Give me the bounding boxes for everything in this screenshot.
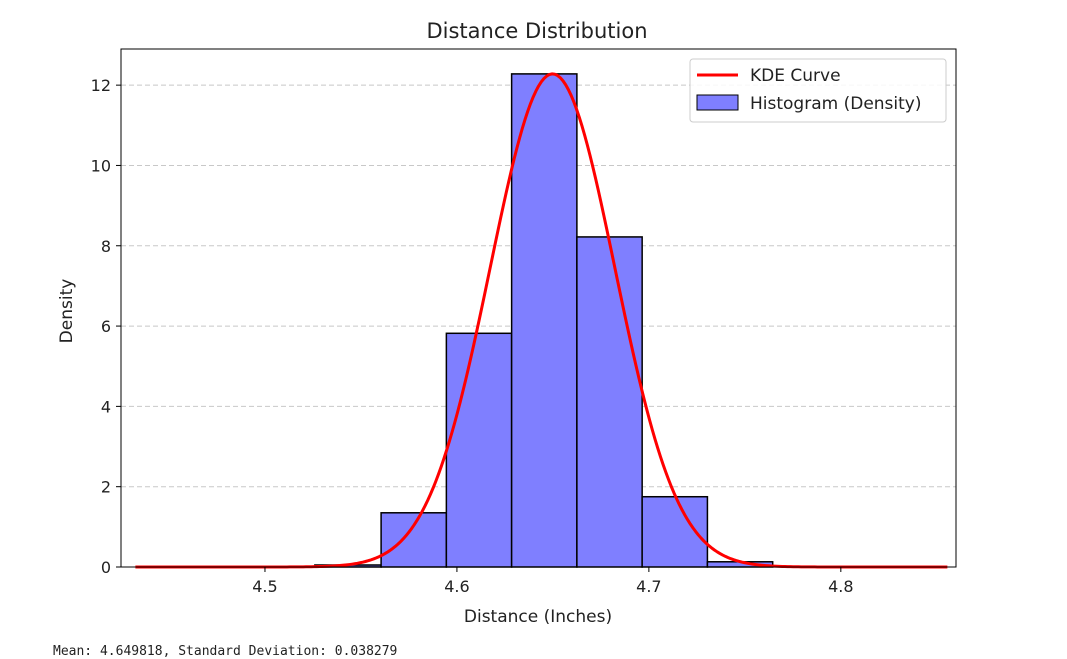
y-tick-label: 10 [91,156,111,175]
y-tick-label: 8 [101,237,111,256]
chart-title: Distance Distribution [426,19,647,43]
legend-histogram-label: Histogram (Density) [750,94,922,114]
y-tick-label: 12 [91,76,111,95]
legend-kde-label: KDE Curve [750,66,841,86]
x-axis-label: Distance (Inches) [464,607,612,627]
y-axis-label: Density [57,279,77,344]
histogram-bar [445,332,513,568]
y-tick-label: 4 [101,397,111,416]
histogram-bar [576,236,643,568]
legend: KDE Curve Histogram (Density) [689,58,947,123]
chart-svg: Distance Distribution 4.5 4.6 4.7 4.8 0 2 4 6 8… [57,19,957,627]
x-tick-label: 4.8 [828,577,853,596]
histogram-bar [380,512,448,568]
distance-distribution-chart: Distance Distribution 4.5 4.6 4.7 4.8 0 2 4 6 8… [57,19,957,627]
x-tick-label: 4.5 [252,577,277,596]
y-axis-ticks: 0 2 4 6 8 10 12 [91,76,121,577]
x-axis-ticks: 4.5 4.6 4.7 4.8 [252,567,854,596]
x-tick-label: 4.7 [636,577,661,596]
histogram-bar [510,73,578,568]
plot-frame [120,48,957,568]
histogram-bars [314,73,774,568]
legend-box [689,58,947,123]
statistics-output: Mean: 4.649818, Standard Deviation: 0.03… [53,644,398,659]
y-tick-label: 2 [101,478,111,497]
y-tick-label: 6 [101,317,111,336]
legend-histogram-swatch [696,94,739,111]
y-tick-label: 0 [101,558,111,577]
x-tick-label: 4.6 [444,577,469,596]
